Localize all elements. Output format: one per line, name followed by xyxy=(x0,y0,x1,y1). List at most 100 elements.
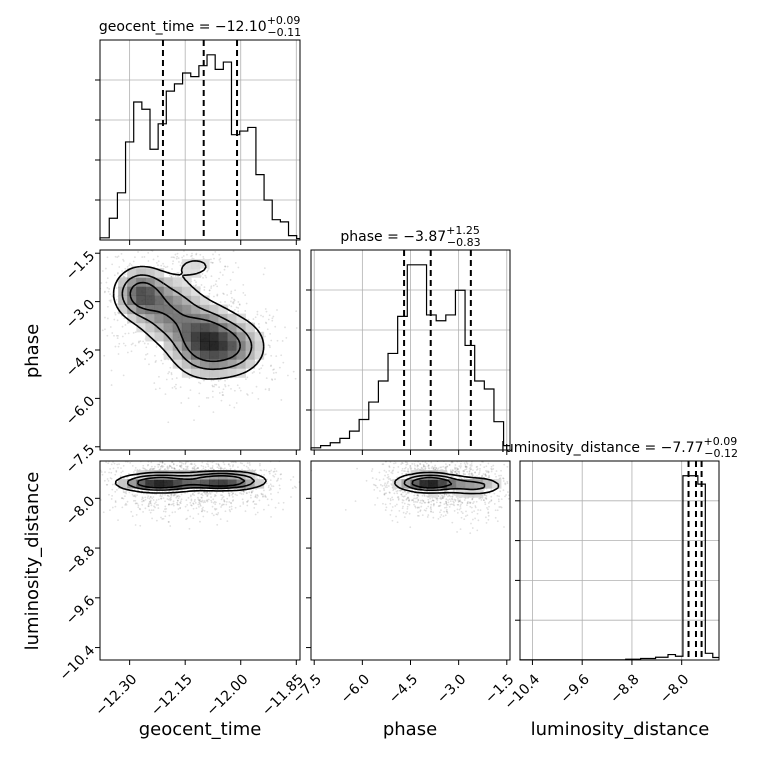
scatter-point xyxy=(164,515,167,518)
scatter-point xyxy=(155,359,157,362)
density-cell xyxy=(245,350,256,360)
scatter-point xyxy=(135,502,138,505)
scatter-point xyxy=(451,469,454,471)
scatter-point xyxy=(242,291,245,294)
scatter-point xyxy=(121,470,124,473)
scatter-point xyxy=(161,462,164,464)
scatter-point xyxy=(272,485,275,488)
scatter-point xyxy=(445,498,448,501)
scatter-point xyxy=(178,503,180,506)
scatter-point xyxy=(453,510,456,512)
scatter-point xyxy=(187,496,190,499)
scatter-point xyxy=(373,458,375,460)
scatter-point xyxy=(474,471,477,474)
density-cell xyxy=(163,286,174,296)
scatter-point xyxy=(106,305,109,308)
scatter-point xyxy=(202,255,205,258)
scatter-point xyxy=(113,274,116,277)
scatter-point xyxy=(219,301,222,304)
scatter-point xyxy=(197,467,199,469)
scatter-point xyxy=(177,272,180,274)
scatter-point xyxy=(269,333,272,335)
scatter-point xyxy=(159,495,162,498)
scatter-point xyxy=(168,503,171,506)
scatter-point xyxy=(489,457,491,459)
scatter-point xyxy=(271,317,274,320)
scatter-point xyxy=(106,483,109,486)
scatter-point xyxy=(150,467,153,470)
scatter-point xyxy=(235,454,237,456)
scatter-point xyxy=(121,335,124,338)
scatter-point xyxy=(419,509,422,512)
scatter-point xyxy=(197,467,200,470)
scatter-point xyxy=(176,255,179,258)
scatter-point xyxy=(490,495,493,498)
scatter-point xyxy=(424,447,426,449)
scatter-point xyxy=(191,254,193,257)
scatter-point xyxy=(388,457,390,459)
scatter-point xyxy=(487,476,490,479)
scatter-point xyxy=(432,467,435,469)
scatter-point xyxy=(216,513,219,516)
scatter-point xyxy=(121,325,124,328)
scatter-point xyxy=(228,492,231,495)
scatter-point xyxy=(391,470,394,473)
scatter-point xyxy=(469,501,472,504)
scatter-point xyxy=(134,499,137,502)
contour-line xyxy=(126,472,256,491)
scatter-point xyxy=(138,446,140,448)
density-cell xyxy=(145,295,156,306)
density-cell xyxy=(482,479,493,489)
scatter-point xyxy=(232,302,235,305)
scatter-point xyxy=(444,468,447,471)
scatter-point xyxy=(160,495,163,498)
scatter-point xyxy=(100,471,103,473)
scatter-point xyxy=(157,242,159,244)
scatter-point xyxy=(277,477,280,480)
scatter-point xyxy=(418,458,420,460)
scatter-point xyxy=(414,468,417,471)
scatter-point xyxy=(210,379,213,382)
scatter-point xyxy=(108,471,110,474)
density-cell xyxy=(136,304,146,315)
scatter-point xyxy=(511,494,513,496)
scatter-point xyxy=(445,502,448,505)
scatter-point xyxy=(157,507,160,509)
scatter-point xyxy=(445,500,448,503)
scatter-point xyxy=(464,465,467,468)
scatter-point xyxy=(229,510,232,513)
scatter-point xyxy=(134,495,137,498)
scatter-point xyxy=(234,506,237,509)
scatter-point xyxy=(155,499,158,501)
histogram-panel-phase: phase = −3.87+1.25 −0.83 xyxy=(306,224,511,455)
scatter-point xyxy=(172,274,175,277)
scatter-point xyxy=(390,483,393,485)
scatter-point xyxy=(116,463,119,466)
scatter-point xyxy=(142,455,144,457)
scatter-point xyxy=(220,466,222,469)
scatter-point xyxy=(53,448,55,450)
scatter-point xyxy=(167,451,169,453)
scatter-point xyxy=(132,260,135,263)
scatter-point xyxy=(117,345,120,348)
scatter-point xyxy=(381,463,384,466)
scatter-point xyxy=(496,520,499,523)
scatter-point xyxy=(245,465,248,468)
scatter-point xyxy=(242,493,245,495)
scatter-point xyxy=(332,475,334,477)
scatter-point xyxy=(435,466,438,469)
scatter-point xyxy=(162,510,165,513)
scatter-point xyxy=(431,499,434,502)
scatter-point xyxy=(462,454,464,456)
scatter-point xyxy=(204,501,206,504)
scatter-point xyxy=(218,502,221,505)
x-axis-label-luminosity-distance: luminosity_distance xyxy=(531,719,710,740)
scatter-point xyxy=(269,487,272,490)
scatter-point xyxy=(260,451,262,453)
scatter-point xyxy=(234,493,237,496)
scatter-point xyxy=(446,503,449,506)
scatter-point xyxy=(130,350,133,353)
scatter-point xyxy=(469,505,472,508)
scatter-point xyxy=(270,498,273,501)
scatter-point xyxy=(131,342,134,345)
